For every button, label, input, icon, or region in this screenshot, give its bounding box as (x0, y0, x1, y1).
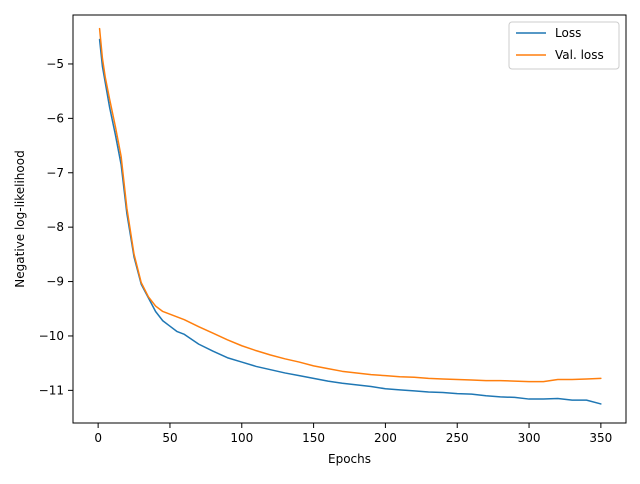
x-axis-ticks: 0 50 100 150 200 250 300 350 (94, 423, 612, 445)
x-tick-label: 300 (518, 431, 541, 445)
x-axis-label: Epochs (328, 452, 371, 466)
plot-frame (72, 14, 627, 424)
x-tick-label: 50 (162, 431, 177, 445)
y-tick-label: −5 (46, 57, 64, 71)
y-tick-label: −6 (46, 111, 64, 125)
y-tick-label: −7 (46, 166, 64, 180)
legend-label-val-loss: Val. loss (555, 48, 604, 62)
series-lines (98, 27, 602, 405)
y-tick-label: −9 (46, 275, 64, 289)
axes (72, 14, 627, 424)
y-tick-label: −11 (39, 383, 64, 397)
x-tick-label: 100 (230, 431, 253, 445)
x-tick-label: 0 (94, 431, 102, 445)
y-tick-label: −8 (46, 220, 64, 234)
x-tick-label: 350 (589, 431, 612, 445)
y-tick-label: −10 (39, 329, 64, 343)
y-axis-label: Negative log-likelihood (13, 150, 27, 287)
x-tick-label: 200 (374, 431, 397, 445)
y-axis-ticks: −5 −6 −7 −8 −9 −10 −11 (39, 57, 73, 397)
x-tick-label: 150 (302, 431, 325, 445)
legend-label-loss: Loss (555, 26, 581, 40)
x-tick-label: 250 (446, 431, 469, 445)
legend: Loss Val. loss (508, 21, 620, 70)
val-loss-series-line (98, 27, 602, 383)
